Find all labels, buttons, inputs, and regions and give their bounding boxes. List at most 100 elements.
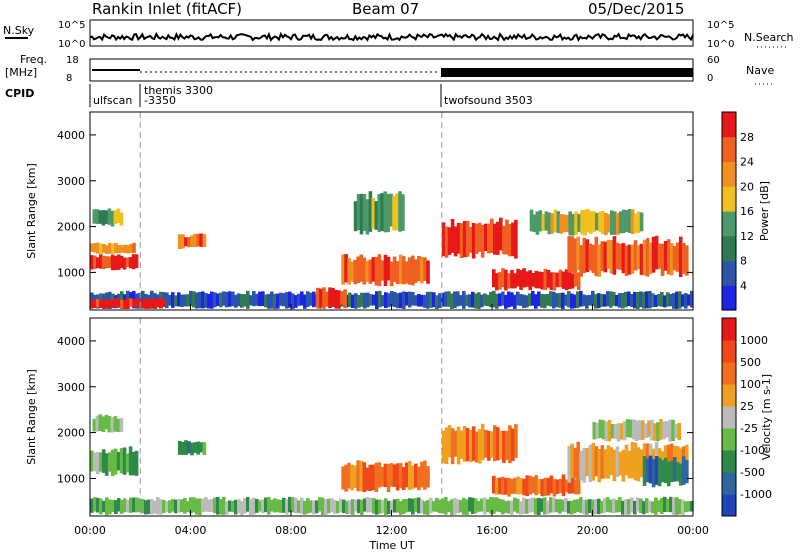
freq-label-1: Freq. [20, 53, 47, 66]
cpid-segment-twofsound: twofsound 3503 [444, 94, 533, 107]
power-echo-cell [181, 234, 185, 249]
power-echo-cell [586, 209, 590, 233]
power-echo-cell [383, 254, 388, 286]
power-echo-cell [484, 223, 488, 251]
power-echo-cell [580, 209, 584, 235]
power-echo-cell [111, 243, 115, 254]
power-echo-cell [660, 243, 665, 276]
cpid-segment-themis: themis 3300 [144, 84, 213, 97]
power-echo-cell [322, 287, 326, 309]
velocity-echo-cell [496, 427, 500, 461]
velocity-echo-cell [285, 499, 289, 515]
power-echo-cell [171, 292, 175, 308]
velocity-echo-cell [678, 463, 683, 486]
power-echo-cell [636, 245, 641, 270]
velocity-echo-cell [495, 478, 499, 495]
power-echo-cell [505, 219, 509, 255]
velocity-echo-cell [507, 500, 511, 514]
power-echo-cell [384, 292, 388, 308]
velocity-echo-cell [516, 476, 520, 495]
power-echo-cell [243, 294, 247, 307]
velocity-echo-cell [368, 464, 373, 491]
velocity-echo-cell [395, 463, 400, 491]
velocity-echo-cell [598, 419, 603, 438]
velocity-echo-cell [549, 475, 554, 494]
velocity-echo-cell [498, 498, 502, 513]
power-echo-region [567, 235, 689, 277]
nsky-tick-high-right: 10^5 [707, 20, 734, 31]
power-echo-cell [195, 292, 199, 309]
velocity-echo-cell [345, 500, 349, 514]
power-echo-cell [669, 294, 673, 307]
freq-tick-low: 8 [66, 73, 72, 84]
power-echo-cell [639, 243, 644, 275]
velocity-echo-cell [570, 500, 574, 515]
power-echo-cell [104, 210, 109, 224]
velocity-colorbar-segment [722, 406, 736, 429]
velocity-echo-cell [120, 499, 124, 514]
velocity-echo-cell [411, 498, 415, 515]
velocity-echo-cell [668, 419, 672, 442]
power-echo-cell [498, 272, 502, 290]
power-echo-cell [90, 255, 94, 270]
power-echo-cell [135, 299, 139, 307]
nsky-tick-high-left: 10^5 [58, 20, 85, 31]
velocity-echo-cell [177, 440, 182, 455]
nsearch-label: N.Search [744, 31, 794, 44]
power-echo-cell [559, 214, 563, 234]
velocity-echo-cell [622, 421, 627, 441]
nave-label: Nave [746, 64, 774, 77]
power-echo-cell [633, 240, 638, 271]
velocity-echo-cell [579, 497, 583, 513]
velocity-echo-cell [619, 423, 624, 440]
power-echo-cell [414, 259, 418, 283]
power-echo-cell [570, 293, 574, 309]
velocity-echo-cell [657, 500, 661, 512]
power-echo-cell [583, 209, 587, 236]
velocity-echo-cell [453, 498, 457, 515]
velocity-echo-cell [114, 500, 118, 514]
power-colorbar-frame [721, 111, 737, 311]
velocity-echo-cell [525, 475, 529, 497]
velocity-echo-region [341, 460, 430, 493]
velocity-echo-cell [636, 447, 641, 482]
power-echo-cell [374, 201, 379, 230]
power-echo-cell [402, 291, 406, 309]
velocity-echo-cell [350, 464, 354, 491]
velocity-echo-cell [246, 496, 250, 512]
power-echo-cell [165, 292, 169, 309]
power-echo-cell [490, 218, 494, 253]
power-echo-cell [294, 295, 298, 308]
velocity-echo-cell [519, 478, 523, 495]
power-echo-cell [344, 254, 348, 283]
velocity-echo-cell [477, 501, 481, 512]
power-echo-cell [672, 293, 676, 309]
velocity-echo-cell [204, 496, 208, 512]
power-echo-cell [636, 211, 641, 233]
power-echo-cell [126, 244, 130, 254]
velocity-echo-cell [134, 450, 139, 476]
velocity-echo-cell [110, 417, 115, 433]
power-echo-cell [612, 236, 617, 275]
power-echo-cell [687, 294, 691, 306]
power-echo-cell [389, 261, 394, 287]
velocity-echo-cell [198, 498, 202, 515]
power-echo-cell [438, 293, 442, 309]
velocity-echo-cell [110, 449, 115, 477]
velocity-echo-cell [377, 462, 382, 488]
power-echo-cell [621, 209, 626, 234]
power-echo-cell [190, 235, 194, 247]
power-echo-cell [362, 257, 367, 285]
power-echo-cell [562, 214, 566, 233]
power-echo-cell [102, 299, 106, 309]
velocity-echo-cell [210, 499, 214, 512]
velocity-echo-cell [135, 497, 139, 513]
power-echo-cell [132, 299, 136, 308]
velocity-echo-cell [389, 463, 394, 487]
power-echo-cell [216, 293, 220, 306]
power-echo-cell [219, 292, 223, 308]
power-echo-cell [444, 291, 448, 307]
velocity-echo-cell [93, 497, 97, 512]
power-echo-cell [114, 297, 118, 308]
